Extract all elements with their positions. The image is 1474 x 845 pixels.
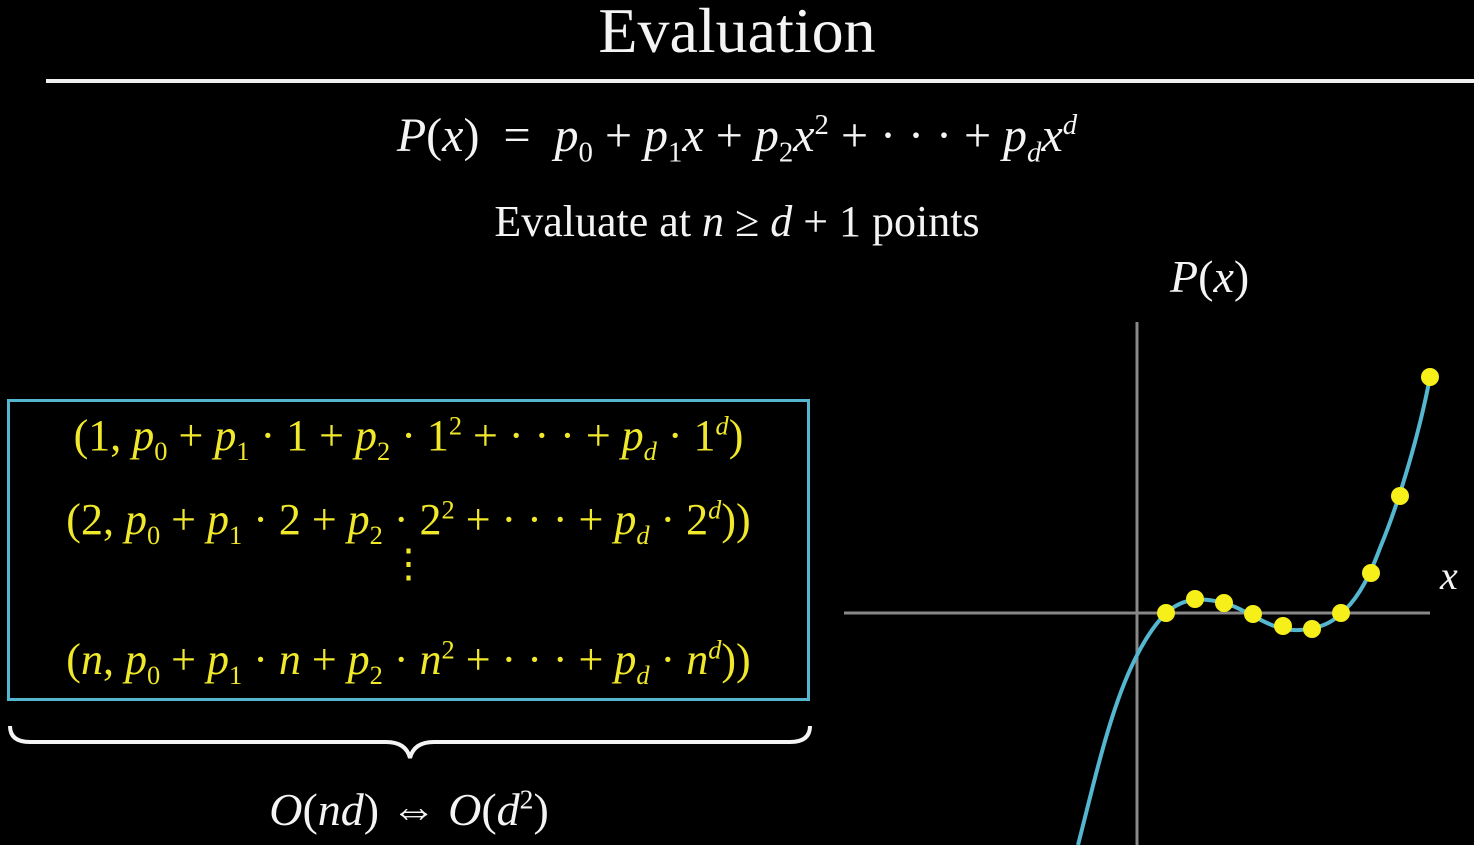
evaluation-points-box: (1, p0 + p1 · 1 + p2 · 12 + · · · + pd ·… (7, 399, 810, 701)
formula-rhs: p0 + p1x + p2x2 + · · · + pdxd (554, 109, 1078, 169)
polynomial-curve (1076, 376, 1432, 845)
evaluation-condition: Evaluate at n ≥ d + 1 points (494, 197, 980, 246)
sample-point-2 (1186, 590, 1204, 608)
sample-point-10 (1421, 368, 1439, 386)
curly-brace (8, 725, 812, 759)
sample-point-8 (1362, 564, 1380, 582)
sample-point-4 (1244, 605, 1262, 623)
formula-lhs: P(x) (396, 109, 480, 162)
title-underline (46, 79, 1474, 83)
formula-equals: = (491, 109, 543, 162)
complexity-expression: O(nd) ⇔ O(d2) (269, 783, 549, 835)
point-row-1: (1, p0 + p1 · 1 + p2 · 12 + · · · + pd ·… (73, 410, 744, 466)
point-row-n: (n, p0 + p1 · n + p2 · n2 + · · · + pd ·… (66, 634, 751, 690)
subtitle-cond: n (702, 197, 725, 246)
subtitle-post: points (861, 197, 980, 246)
sample-points (1157, 368, 1439, 638)
sample-point-1 (1157, 604, 1175, 622)
graph-x-label: x (1440, 553, 1458, 598)
vertical-ellipsis: ⋮ (388, 541, 429, 587)
page-title: Evaluation (598, 0, 876, 66)
sample-point-9 (1391, 487, 1409, 505)
sample-point-5 (1274, 617, 1292, 635)
polynomial-formula: P(x) = p0 + p1x + p2x2 + · · · + pdxd (0, 108, 1474, 170)
graph-y-label: P(x) (1170, 251, 1250, 302)
sample-point-7 (1332, 604, 1350, 622)
equivalence-arrow: ⇔ (390, 784, 437, 835)
point-row-2: (2, p0 + p1 · 2 + p2 · 22 + · · · + pd ·… (66, 494, 751, 550)
subtitle-pre: Evaluate at (494, 197, 703, 246)
sample-point-6 (1303, 620, 1321, 638)
sample-point-3 (1215, 594, 1233, 612)
